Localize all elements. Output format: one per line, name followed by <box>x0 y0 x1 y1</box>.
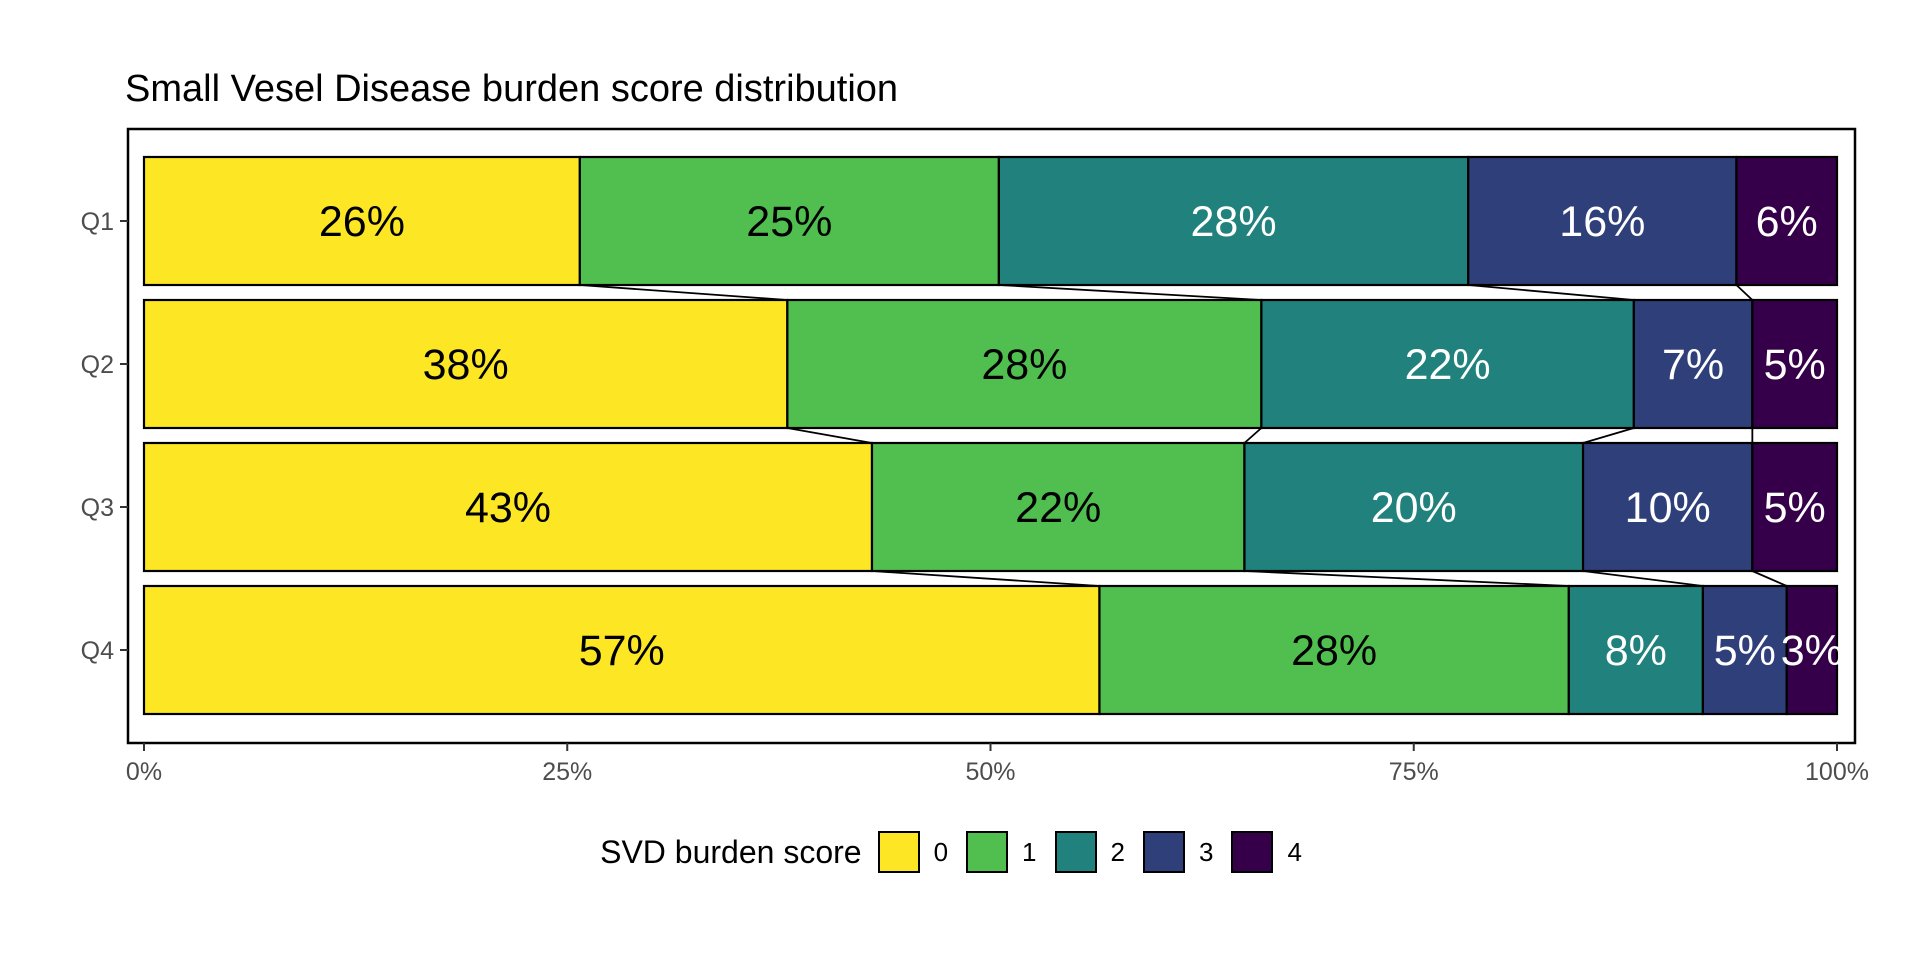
legend-label: 0 <box>933 836 949 867</box>
connector-line <box>1735 284 1753 301</box>
bar-segment-q4-score-4 <box>1785 584 1839 716</box>
legend-key-swatch <box>1231 831 1274 873</box>
data-label-q1-score-4: 6% <box>1756 198 1818 246</box>
legend-label: 3 <box>1198 836 1214 867</box>
connector-line <box>1244 570 1569 587</box>
y-tick-label-q1: Q1 <box>81 208 114 236</box>
legend-title: SVD burden score <box>600 833 862 870</box>
legend-item-score-1: 1 <box>966 831 1037 873</box>
data-label-q4-score-3: 5% <box>1714 627 1776 675</box>
legend-item-score-3: 3 <box>1142 831 1214 873</box>
legend-label: 2 <box>1110 836 1125 867</box>
connector-line <box>787 427 873 444</box>
x-tick-label: 100% <box>1805 758 1869 786</box>
chart-title: Small Vesel Disease burden score distrib… <box>125 68 899 110</box>
bar-segment-q4-score-1 <box>1098 584 1570 716</box>
y-tick-label-q4: Q4 <box>81 637 114 665</box>
connector-line <box>871 570 1100 587</box>
connector-line <box>1243 427 1262 444</box>
bar-segment-q3-score-0 <box>142 441 874 573</box>
legend-item-score-4: 4 <box>1231 831 1302 873</box>
data-label-q3-score-4: 5% <box>1764 484 1826 532</box>
bar-segment-q2-score-2 <box>1260 298 1635 430</box>
connector-line <box>998 284 1262 301</box>
bar-segment-q2-score-4 <box>1751 298 1839 430</box>
legend-key-swatch <box>966 831 1009 873</box>
bar-segment-q3-score-4 <box>1751 441 1839 573</box>
data-label-q1-score-0: 26% <box>319 198 405 246</box>
connector-line <box>1582 570 1704 587</box>
bar-segment-q1-score-0 <box>142 155 581 287</box>
x-tick-label: 75% <box>1389 758 1439 786</box>
legend-items: 0 1 2 3 4 <box>877 831 1320 873</box>
legend-key-swatch <box>877 831 920 873</box>
bar-segment-q1-score-2 <box>997 155 1470 287</box>
data-label-q4-score-0: 57% <box>579 627 665 675</box>
legend-item-score-2: 2 <box>1054 831 1125 873</box>
connector-line <box>1582 427 1635 444</box>
connector-line <box>1751 570 1788 587</box>
bar-segment-q1-score-4 <box>1735 155 1839 287</box>
legend-key-swatch <box>1142 831 1185 873</box>
x-tick-label: 50% <box>965 758 1015 786</box>
data-label-q3-score-3: 10% <box>1625 484 1711 532</box>
data-label-q1-score-3: 16% <box>1559 198 1645 246</box>
legend: SVD burden score 0 1 2 3 4 <box>0 828 1920 876</box>
data-label-q3-score-2: 20% <box>1371 484 1457 532</box>
bar-segment-q1-score-3 <box>1467 155 1738 287</box>
data-label-q3-score-1: 22% <box>1015 484 1101 532</box>
bar-segment-q4-score-2 <box>1567 584 1705 716</box>
data-label-q2-score-2: 22% <box>1405 341 1491 389</box>
bar-segment-q3-score-2 <box>1243 441 1585 573</box>
x-tick-label: 25% <box>542 758 592 786</box>
bar-segment-q3-score-3 <box>1581 441 1754 573</box>
legend-item-score-0: 0 <box>877 831 949 873</box>
x-tick-label: 0% <box>126 758 162 786</box>
y-tick-label-q2: Q2 <box>81 351 114 379</box>
legend-key-swatch <box>1054 831 1097 873</box>
data-label-q4-score-2: 8% <box>1605 627 1667 675</box>
legend-label: 1 <box>1022 836 1037 867</box>
data-label-q4-score-4: 3% <box>1781 627 1843 675</box>
connector-line <box>579 284 788 301</box>
data-label-q2-score-0: 38% <box>423 341 509 389</box>
data-label-q1-score-1: 25% <box>746 198 832 246</box>
data-label-q2-score-4: 5% <box>1764 341 1826 389</box>
data-label-q1-score-2: 28% <box>1191 198 1277 246</box>
bar-segment-q3-score-1 <box>870 441 1246 573</box>
data-label-q4-score-1: 28% <box>1291 627 1377 675</box>
legend-label: 4 <box>1287 836 1302 867</box>
connector-line <box>1468 284 1634 301</box>
bar-segment-q4-score-0 <box>142 584 1101 716</box>
bar-segment-q1-score-1 <box>578 155 1000 287</box>
bar-segment-q2-score-1 <box>786 298 1263 430</box>
data-label-q2-score-3: 7% <box>1662 341 1724 389</box>
data-label-q3-score-0: 43% <box>465 484 551 532</box>
data-label-q2-score-1: 28% <box>981 341 1067 389</box>
bar-segment-q2-score-3 <box>1632 298 1754 430</box>
y-tick-label-q3: Q3 <box>81 494 114 522</box>
